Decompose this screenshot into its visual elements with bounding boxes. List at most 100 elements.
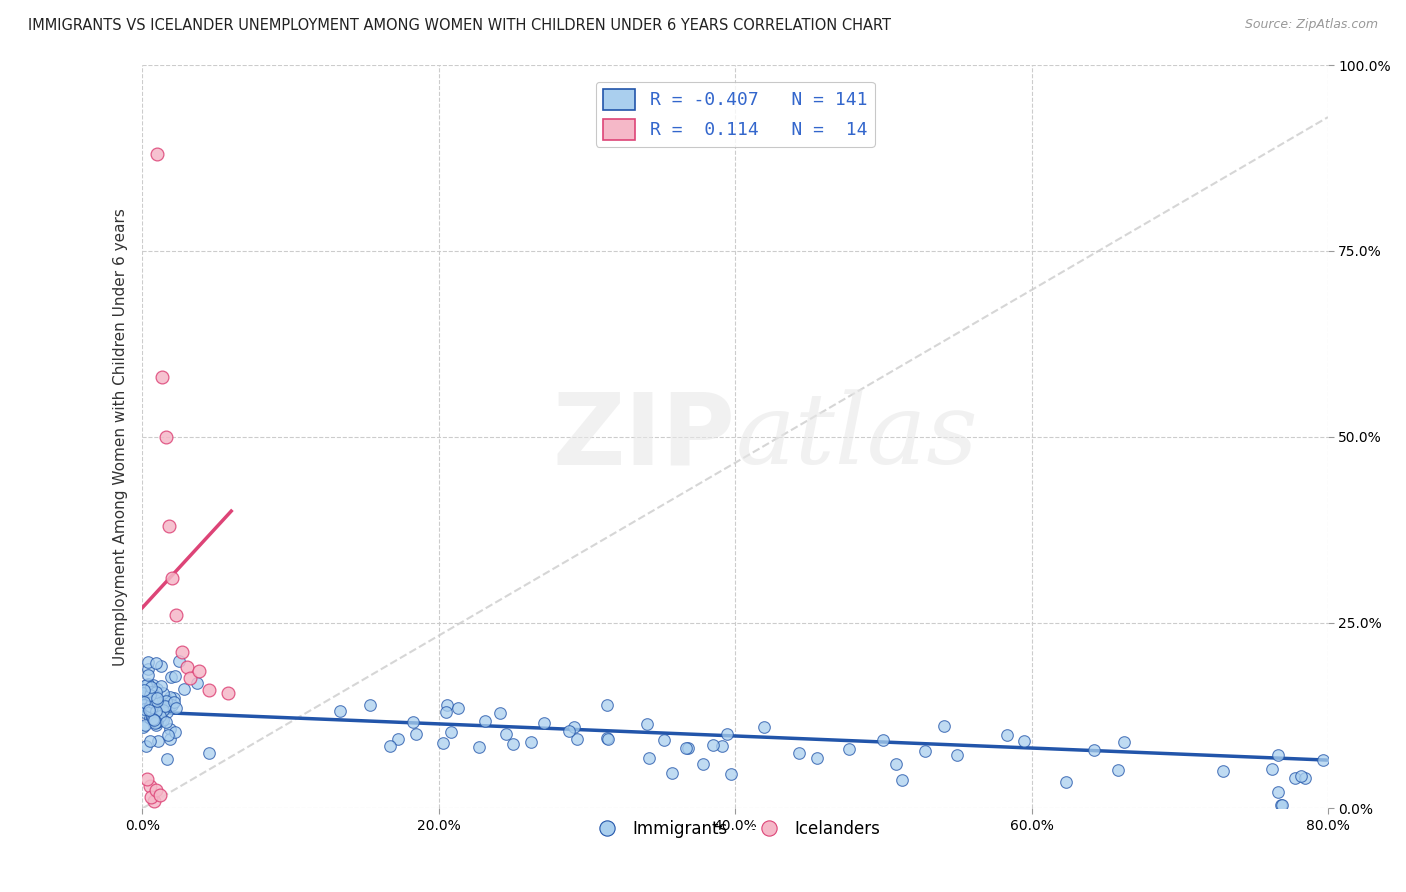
Point <box>872 732 894 747</box>
Text: Source: ZipAtlas.com: Source: ZipAtlas.com <box>1244 18 1378 31</box>
Point <box>134 705 156 719</box>
Point <box>132 721 155 735</box>
Point <box>495 727 517 741</box>
Point <box>1054 774 1077 789</box>
Point <box>143 794 166 808</box>
Point <box>198 746 221 760</box>
Point <box>146 693 169 707</box>
Point <box>359 698 381 712</box>
Point <box>136 663 159 677</box>
Point <box>884 756 907 771</box>
Point <box>179 671 201 685</box>
Point <box>598 732 620 747</box>
Point <box>132 702 155 716</box>
Point <box>141 711 163 725</box>
Point <box>152 713 174 727</box>
Point <box>562 720 585 734</box>
Point <box>447 701 470 715</box>
Point <box>160 571 183 585</box>
Point <box>165 608 187 623</box>
Point <box>163 725 186 739</box>
Point <box>156 705 179 719</box>
Point <box>806 751 828 765</box>
Point <box>678 740 700 755</box>
Point <box>787 746 810 760</box>
Point <box>468 739 491 754</box>
Point <box>150 679 173 693</box>
Point <box>142 694 165 708</box>
Point <box>141 790 163 805</box>
Point <box>675 740 697 755</box>
Point <box>187 664 209 678</box>
Point <box>139 734 162 748</box>
Point <box>1267 785 1289 799</box>
Point <box>146 696 169 710</box>
Point <box>145 705 167 719</box>
Point <box>155 694 177 708</box>
Point <box>638 751 661 765</box>
Point <box>1114 735 1136 749</box>
Point <box>153 699 176 714</box>
Point <box>1271 797 1294 812</box>
Point <box>198 682 221 697</box>
Point <box>474 714 496 728</box>
Point <box>155 430 177 444</box>
Point <box>145 782 167 797</box>
Point <box>387 731 409 746</box>
Point <box>1267 748 1289 763</box>
Point <box>142 678 165 692</box>
Point <box>173 681 195 696</box>
Point <box>146 681 169 696</box>
Point <box>155 714 177 729</box>
Point <box>155 692 177 706</box>
Point <box>142 708 165 723</box>
Point <box>145 657 167 671</box>
Point <box>136 676 159 690</box>
Point <box>149 659 172 673</box>
Point <box>139 688 162 702</box>
Text: IMMIGRANTS VS ICELANDER UNEMPLOYMENT AMONG WOMEN WITH CHILDREN UNDER 6 YEARS COR: IMMIGRANTS VS ICELANDER UNEMPLOYMENT AMO… <box>28 18 891 33</box>
Point <box>132 686 155 700</box>
Point <box>135 678 157 692</box>
Point <box>145 718 167 732</box>
Point <box>132 683 155 698</box>
Point <box>652 732 675 747</box>
Point <box>710 739 733 753</box>
Point <box>146 690 169 705</box>
Point <box>156 752 179 766</box>
Point <box>1312 753 1334 767</box>
Point <box>402 715 425 730</box>
Point <box>132 698 155 712</box>
Point <box>1291 769 1313 783</box>
Point <box>380 739 402 753</box>
Point <box>141 691 163 706</box>
Y-axis label: Unemployment Among Women with Children Under 6 years: Unemployment Among Women with Children U… <box>114 208 128 665</box>
Point <box>145 685 167 699</box>
Point <box>132 694 155 708</box>
Point <box>163 695 186 709</box>
Point <box>146 734 169 748</box>
Point <box>720 766 742 780</box>
Point <box>139 699 162 714</box>
Point <box>1284 772 1306 786</box>
Point <box>141 681 163 695</box>
Point <box>134 717 156 731</box>
Point <box>1212 764 1234 778</box>
Point <box>159 731 181 746</box>
Point <box>596 698 619 712</box>
Point <box>139 711 162 725</box>
Point <box>520 735 543 749</box>
Point <box>440 725 463 739</box>
Point <box>596 731 619 745</box>
Point <box>692 757 714 772</box>
Point <box>135 772 157 786</box>
Point <box>148 709 170 723</box>
Point <box>141 685 163 699</box>
Point <box>150 713 173 727</box>
Point <box>890 772 912 787</box>
Point <box>489 706 512 721</box>
Text: atlas: atlas <box>735 389 979 484</box>
Point <box>176 660 198 674</box>
Point <box>946 747 969 762</box>
Point <box>146 147 169 161</box>
